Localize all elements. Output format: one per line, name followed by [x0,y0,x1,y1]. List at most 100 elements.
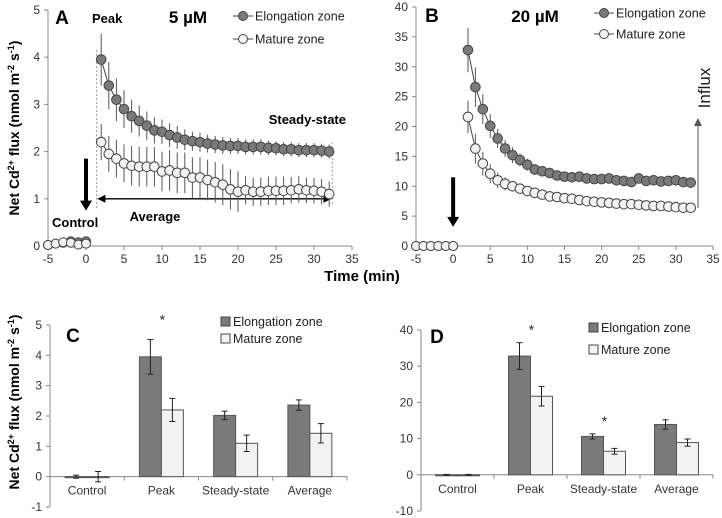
x-tick-label: 5 [121,252,128,266]
data-point [462,111,474,123]
peak-label: Peak [92,11,123,26]
influx-label: Influx [695,67,714,108]
y-tick-label: 5 [35,318,42,332]
y-tick-label: 40 [400,323,414,337]
y-tick-label: 2 [33,145,40,159]
y-tick-label: 1 [35,439,42,453]
y-tick-label: 30 [395,60,409,74]
significance-marker: * [602,413,608,429]
bar-mature [603,450,626,476]
x-tick-label: 30 [307,252,321,266]
y-tick-label: 5 [401,209,408,223]
panel-letter: B [425,6,439,27]
legend-marker [599,8,609,18]
treatment-arrow [447,177,460,227]
legend-entry: Elongation zone [233,10,345,24]
arrow-head [447,216,460,227]
legend-marker [599,29,609,39]
series-line [467,49,691,184]
significance-marker: * [160,312,166,328]
bar-elongation [213,414,237,478]
bar-mature [530,395,553,476]
y-axis-title-top: Net Cd2+ flux (nmol m-2 s-1) [6,41,22,216]
data-point [492,133,503,144]
legend-swatch [220,316,231,327]
panel-letter: A [55,8,69,29]
legend-label: Mature zone [616,28,686,42]
data-point [522,159,533,171]
data-point [141,120,153,131]
data-point [133,115,145,127]
x-tick-label: 25 [269,252,283,266]
legend-label: Elongation zone [233,315,323,329]
series-line [467,116,691,209]
data-point [149,161,160,173]
legend-label: Mature zone [233,332,303,346]
significance-marker: * [529,322,535,338]
data-point [470,143,481,154]
data-point [111,94,122,105]
bar-elongation [508,355,531,476]
legend-label: Elongation zone [601,321,691,335]
arrow-head-left [97,194,106,203]
category-label: Average [654,482,699,496]
data-point [111,153,122,164]
y-tick-label: 4 [33,50,40,64]
arrow-head [80,200,92,211]
legend-label: Mature zone [255,33,325,47]
series-mature [43,124,335,251]
legend-label: Elongation zone [255,10,345,24]
x-axis-title: Time (min) [324,268,400,285]
y-tick-label: 0 [406,468,413,482]
data-point [462,44,474,56]
data-point [103,80,115,91]
steady-state-label: Steady-state [269,112,346,127]
category-label: Average [288,484,333,498]
data-point [126,110,137,122]
legend-entry: Elongation zone [220,315,323,329]
panel-letter: C [66,326,80,347]
data-point [685,202,697,214]
x-tick-label: 0 [83,252,90,266]
control-point [81,238,91,249]
data-point [477,103,489,115]
panel-A: -5 0 5 10 15 20 25 30 35012345PeakSteady-stateCo… [33,3,359,266]
legend-label: Mature zone [601,343,671,357]
y-tick-label: 10 [395,179,409,193]
data-point [514,154,526,166]
y-tick-label: -10 [396,504,414,518]
average-range-arrow [97,194,332,203]
legend-entry: Elongation zone [594,7,706,21]
category-label: Peak [517,482,545,496]
influx-arrow [694,118,702,208]
panel-title: 20 µM [511,7,559,26]
y-tick-label: 35 [395,30,409,44]
series-mature [411,100,697,251]
x-tick-label: 10 [155,252,169,266]
x-tick-label: 30 [669,252,683,266]
y-tick-label: 40 [395,0,409,14]
legend-entry: Mature zone [220,332,303,346]
legend-marker [238,34,248,44]
x-tick-label: 25 [632,252,646,266]
x-tick-label: -5 [411,252,422,266]
data-point [484,168,496,180]
legend-entry: Elongation zone [588,321,691,335]
data-point [507,149,518,161]
x-tick-label: 35 [706,252,720,266]
y-tick-label: 0 [35,470,42,484]
y-tick-label: 0 [33,239,40,253]
legend-entry: Mature zone [588,343,671,357]
legend-entry: Mature zone [233,33,325,47]
y-axis-title-bottom: Net Cd2+ flux (nmol m-2 s-1) [6,315,22,490]
legend-marker [238,11,248,21]
y-tick-label: 30 [400,359,414,373]
panel-D: -10 0 10 20 30 40 Control Peak * Steady-state * Ave… [396,321,714,518]
x-tick-label: 10 [521,252,535,266]
bar-elongation [138,356,162,478]
x-tick-label: 35 [345,252,359,266]
data-point [118,103,130,115]
category-label: Steady-state [570,482,638,496]
